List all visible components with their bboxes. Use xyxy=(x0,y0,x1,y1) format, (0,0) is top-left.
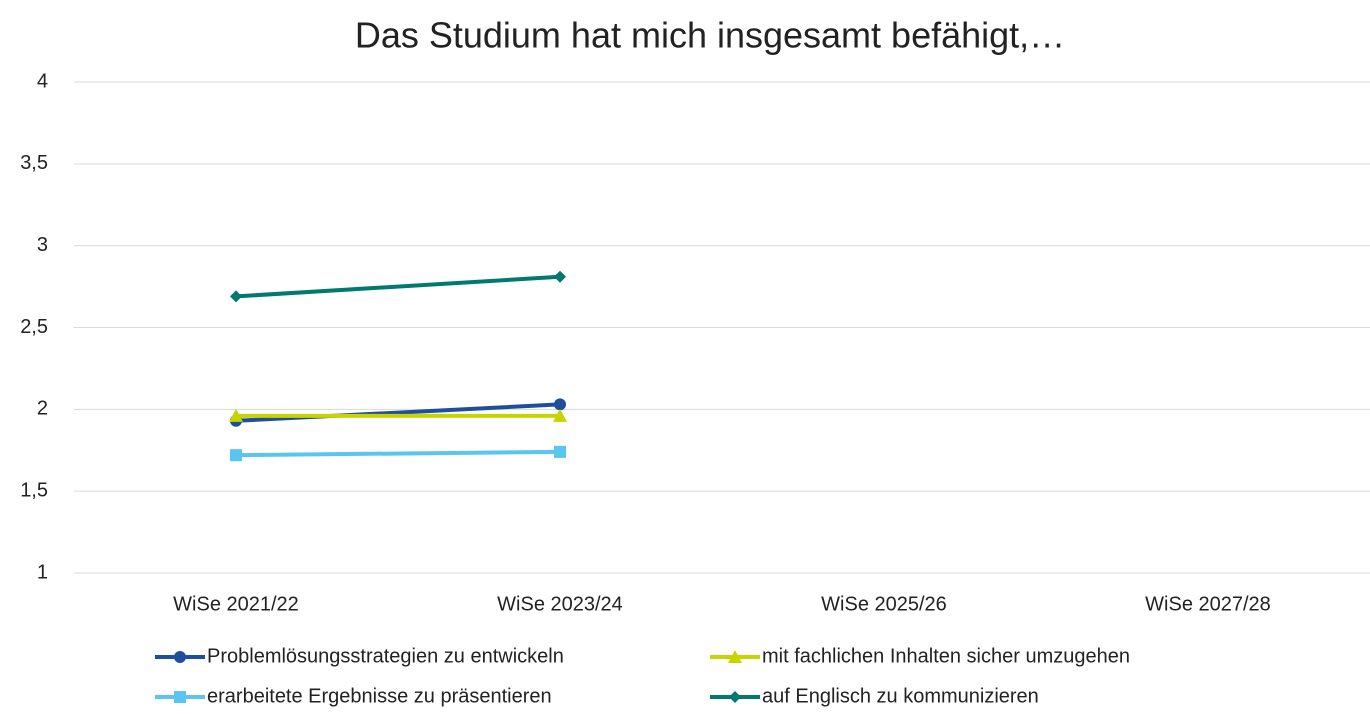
data-point xyxy=(554,270,566,283)
legend-label: Problemlösungsstrategien zu entwickeln xyxy=(207,645,564,667)
y-tick-label: 2 xyxy=(37,398,48,420)
series-line xyxy=(235,274,561,299)
legend-marker xyxy=(728,650,742,663)
y-tick-label: 1,5 xyxy=(20,479,48,501)
legend-label: mit fachlichen Inhalten sicher umzugehen xyxy=(762,645,1130,667)
x-tick-label: WiSe 2023/24 xyxy=(497,593,623,615)
series-line xyxy=(235,402,561,423)
legend-label: erarbeitete Ergebnisse zu präsentieren xyxy=(207,685,552,707)
y-tick-label: 3,5 xyxy=(20,152,48,174)
data-point xyxy=(554,398,566,411)
y-tick-label: 4 xyxy=(37,70,48,92)
data-point xyxy=(554,445,566,458)
data-point xyxy=(230,449,242,462)
legend-marker xyxy=(729,691,741,703)
x-tick-label: WiSe 2025/26 xyxy=(821,593,947,615)
series-line xyxy=(235,449,561,458)
x-tick-label: WiSe 2027/28 xyxy=(1145,593,1271,615)
chart-title: Das Studium hat mich insgesamt befähigt,… xyxy=(355,15,1065,56)
y-tick-label: 3 xyxy=(37,234,48,256)
legend-marker xyxy=(174,651,186,663)
y-tick-label: 2,5 xyxy=(20,316,48,338)
data-point xyxy=(230,290,242,303)
legend-marker xyxy=(174,691,186,703)
legend-label: auf Englisch zu kommunizieren xyxy=(762,685,1039,707)
x-tick-label: WiSe 2021/22 xyxy=(173,593,299,615)
y-tick-label: 1 xyxy=(37,561,48,583)
data-point xyxy=(553,408,567,422)
data-point xyxy=(229,408,243,422)
